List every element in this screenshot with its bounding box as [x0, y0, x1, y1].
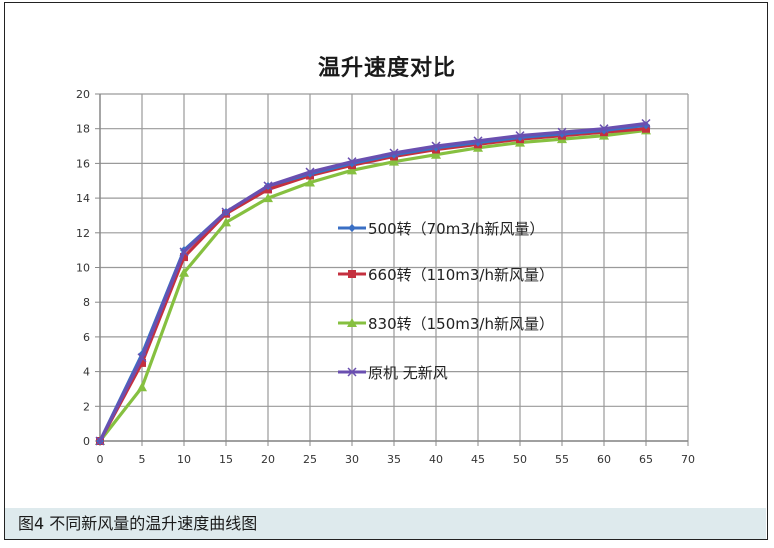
y-tick-label: 14	[76, 192, 90, 205]
chart-legend: 500转（70m3/h新风量） 660转（110m3/h新风量） 830转（150m…	[338, 220, 554, 382]
figure-frame	[4, 2, 768, 540]
x-tick-label: 65	[639, 453, 653, 466]
x-tick-label: 35	[387, 453, 401, 466]
y-tick-label: 20	[76, 88, 90, 101]
legend-item: 830转（150m3/h新风量）	[338, 315, 554, 333]
x-tick-label: 0	[97, 453, 104, 466]
legend-label: 原机 无新风	[368, 364, 448, 382]
x-tick-label: 10	[177, 453, 191, 466]
x-tick-label: 5	[139, 453, 146, 466]
legend-item: 660转（110m3/h新风量）	[338, 266, 554, 284]
x-tick-label: 20	[261, 453, 275, 466]
x-tick-label: 30	[345, 453, 359, 466]
legend-label: 500转（70m3/h新风量）	[368, 220, 544, 238]
x-tick-label: 40	[429, 453, 443, 466]
chart-title: 温升速度对比	[317, 56, 456, 81]
y-tick-label: 2	[83, 400, 90, 413]
y-tick-label: 4	[83, 366, 90, 379]
chart-gridlines	[99, 93, 689, 442]
y-tick-label: 10	[76, 262, 90, 275]
y-tick-label: 18	[76, 123, 90, 136]
legend-item: 原机 无新风	[338, 364, 448, 382]
y-tick-label: 6	[83, 331, 90, 344]
y-tick-label: 12	[76, 227, 90, 240]
legend-item: 500转（70m3/h新风量）	[338, 220, 544, 238]
y-tick-label: 8	[83, 296, 90, 309]
figure-caption: 图4 不同新风量的温升速度曲线图	[5, 508, 766, 539]
series-line	[95, 125, 651, 445]
x-tick-label: 60	[597, 453, 611, 466]
chart-axes: 0 2 4 6 8 10 12 14 16 18 20 0 5 10 15 20 25 30 35 40 45 50 55 6…	[76, 88, 695, 466]
x-tick-label: 70	[681, 453, 695, 466]
x-tick-label: 15	[219, 453, 233, 466]
legend-label: 830转（150m3/h新风量）	[368, 315, 554, 333]
x-tick-label: 55	[555, 453, 569, 466]
y-tick-label: 0	[83, 435, 90, 448]
x-tick-label: 50	[513, 453, 527, 466]
x-tick-label: 45	[471, 453, 485, 466]
chart-series	[95, 118, 651, 446]
legend-label: 660转（110m3/h新风量）	[368, 266, 554, 284]
series-line	[95, 118, 651, 446]
x-tick-label: 25	[303, 453, 317, 466]
y-tick-label: 16	[76, 157, 90, 170]
